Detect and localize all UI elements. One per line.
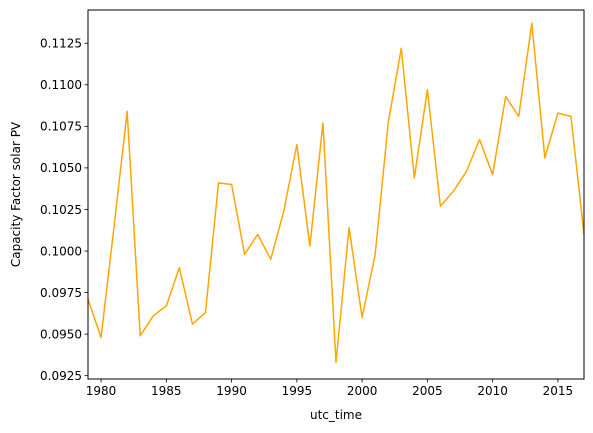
y-axis-label: Capacity Factor solar PV <box>9 121 23 267</box>
x-tick-label: 2015 <box>543 384 574 398</box>
y-tick-label: 0.0975 <box>40 286 82 300</box>
y-tick-label: 0.1075 <box>40 120 82 134</box>
x-tick-label: 1985 <box>151 384 182 398</box>
x-tick-label: 2005 <box>412 384 443 398</box>
x-tick-label: 2010 <box>477 384 508 398</box>
series-line <box>87 22 585 364</box>
y-tick-label: 0.1100 <box>40 78 82 92</box>
x-tick-label: 2000 <box>347 384 378 398</box>
y-tick-label: 0.1000 <box>40 244 82 258</box>
x-tick-label: 1980 <box>86 384 117 398</box>
y-tick-label: 0.0925 <box>40 369 82 383</box>
y-tick-label: 0.1125 <box>40 37 82 51</box>
y-tick-label: 0.1050 <box>40 161 82 175</box>
x-axis-label: utc_time <box>310 408 362 422</box>
y-axis-ticks: 0.0925 0.0950 0.0975 0.1000 0.1025 0.1050 0.10… <box>40 37 88 383</box>
x-axis-ticks: 1980 1985 1990 1995 2000 2005 2010 2015 <box>86 379 573 398</box>
series-layer <box>87 22 585 364</box>
y-tick-label: 0.1025 <box>40 203 82 217</box>
plot-frame <box>87 9 585 380</box>
y-tick-label: 0.0950 <box>40 327 82 341</box>
x-tick-label: 1995 <box>282 384 313 398</box>
x-tick-label: 1990 <box>216 384 247 398</box>
